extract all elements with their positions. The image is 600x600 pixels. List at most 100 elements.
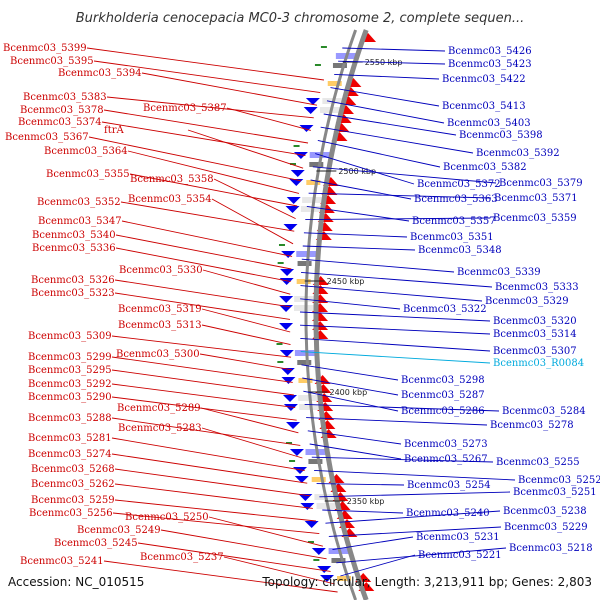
right-gene-label[interactable]: Bcenmc03_5403 (447, 118, 531, 129)
left-leader-line (199, 353, 292, 371)
right-leader-line (326, 100, 445, 124)
right-gene-label[interactable]: Bcenmc03_5314 (493, 329, 577, 340)
right-leader-line (334, 73, 440, 80)
left-gene-label[interactable]: Bcenmc03_5268 (31, 464, 115, 475)
left-gene-label[interactable]: Bcenmc03_5323 (31, 288, 115, 299)
right-gene-label[interactable]: Bcenmc03_5218 (509, 543, 593, 554)
right-gene-label[interactable]: Bcenmc03_5398 (459, 130, 543, 141)
left-gene-label[interactable]: Bcenmc03_5281 (28, 433, 112, 444)
right-gene-label[interactable]: Bcenmc03_5238 (503, 506, 587, 517)
left-gene-label[interactable]: Bcenmc03_5259 (31, 495, 115, 506)
left-gene-label[interactable]: Bcenmc03_5288 (28, 413, 112, 424)
feature-tick (278, 244, 285, 246)
right-gene-label[interactable]: Bcenmc03_5298 (401, 375, 485, 386)
left-gene-label[interactable]: Bcenmc03_5399 (3, 43, 87, 54)
right-gene-label[interactable]: Bcenmc03_5240 (406, 508, 490, 519)
reverse-gene-mark (290, 170, 305, 177)
right-gene-label[interactable]: Bcenmc03_5221 (418, 550, 502, 561)
left-gene-label[interactable]: Bcenmc03_5326 (31, 275, 115, 286)
left-gene-label[interactable]: Bcenmc03_5354 (128, 194, 212, 205)
left-gene-label[interactable]: Bcenmc03_5262 (31, 479, 115, 490)
right-gene-label[interactable]: Bcenmc03_5379 (499, 178, 583, 189)
right-gene-label[interactable]: Bcenmc03_5231 (416, 532, 500, 543)
left-gene-label[interactable]: Bcenmc03_5319 (118, 304, 202, 315)
right-leader-line (317, 139, 441, 168)
left-gene-label[interactable]: Bcenmc03_5383 (23, 92, 107, 103)
right-gene-label[interactable]: Bcenmc03_5363 (414, 194, 498, 205)
kbp-tick-label: 2450 kbp (327, 277, 365, 286)
left-gene-label[interactable]: Bcenmc03_5249 (77, 525, 161, 536)
right-gene-label[interactable]: Bcenmc03_5329 (485, 296, 569, 307)
right-gene-label[interactable]: Bcenmc03_5307 (493, 346, 577, 357)
right-gene-label[interactable]: Bcenmc03_5426 (448, 46, 532, 57)
left-gene-label[interactable]: Bcenmc03_5300 (116, 349, 200, 360)
right-gene-label[interactable]: Bcenmc03_5359 (493, 213, 577, 224)
topology-text: Topology: circular; Length: 3,213,911 bp… (261, 575, 592, 589)
right-gene-label[interactable]: Bcenmc03_5267 (404, 454, 488, 465)
right-gene-label[interactable]: Bcenmc03_5278 (490, 420, 574, 431)
right-gene-label[interactable]: Bcenmc03_5255 (496, 457, 580, 468)
right-gene-label[interactable]: Bcenmc03_5422 (442, 74, 526, 85)
right-gene-label[interactable]: Bcenmc03_5286 (401, 406, 485, 417)
feature-tick (276, 343, 283, 345)
left-gene-label[interactable]: Bcenmc03_5387 (143, 103, 227, 114)
right-gene-label[interactable]: Bcenmc03_5254 (407, 480, 491, 491)
left-gene-label[interactable]: Bcenmc03_5250 (125, 512, 209, 523)
left-gene-label[interactable]: Bcenmc03_5352 (37, 197, 121, 208)
left-gene-label[interactable]: Bcenmc03_5364 (44, 146, 128, 157)
right-gene-label[interactable]: Bcenmc03_5251 (513, 487, 597, 498)
left-gene-label[interactable]: Bcenmc03_5274 (28, 449, 112, 460)
right-gene-label[interactable]: Bcenmc03_5423 (448, 59, 532, 70)
feature-box (331, 558, 346, 563)
right-gene-label[interactable]: Bcenmc03_5392 (476, 148, 560, 159)
right-gene-label[interactable]: Bcenmc03_5382 (443, 162, 527, 173)
left-gene-label[interactable]: Bcenmc03_5340 (32, 230, 116, 241)
right-gene-label[interactable]: Bcenmc03_5273 (404, 439, 488, 450)
left-gene-label[interactable]: Bcenmc03_5237 (140, 552, 224, 563)
right-gene-label[interactable]: Bcenmc03_5252 (518, 475, 600, 486)
left-gene-label[interactable]: Bcenmc03_5394 (58, 68, 142, 79)
left-leader-line (201, 427, 303, 459)
left-gene-label[interactable]: Bcenmc03_5290 (28, 392, 112, 403)
left-gene-label[interactable]: Bcenmc03_5295 (28, 365, 112, 376)
left-gene-label[interactable]: Bcenmc03_5358 (130, 174, 214, 185)
left-gene-label[interactable]: Bcenmc03_5289 (117, 403, 201, 414)
right-gene-label[interactable]: Bcenmc03_5287 (401, 390, 485, 401)
left-gene-label[interactable]: Bcenmc03_5241 (20, 556, 104, 567)
left-leader-line (111, 369, 294, 396)
left-gene-label[interactable]: ftrA (104, 125, 125, 136)
left-gene-label[interactable]: Bcenmc03_5309 (28, 331, 112, 342)
right-gene-label[interactable]: Bcenmc03_5284 (502, 406, 586, 417)
left-gene-label[interactable]: Bcenmc03_5292 (28, 379, 112, 390)
left-gene-label[interactable]: Bcenmc03_5330 (119, 265, 203, 276)
right-gene-label[interactable]: Bcenmc03_5371 (494, 193, 578, 204)
right-gene-label[interactable]: Bcenmc03_5320 (493, 316, 577, 327)
reverse-gene-mark (317, 566, 332, 573)
left-gene-label[interactable]: Bcenmc03_5245 (54, 538, 138, 549)
left-gene-label[interactable]: Bcenmc03_5336 (32, 243, 116, 254)
right-gene-label[interactable]: Bcenmc03_5333 (495, 282, 579, 293)
left-gene-label[interactable]: Bcenmc03_5355 (46, 169, 130, 180)
left-gene-label[interactable]: Bcenmc03_5367 (5, 132, 89, 143)
right-gene-label[interactable]: Bcenmc03_5413 (442, 101, 526, 112)
right-gene-label[interactable]: Bcenmc03_5372 (417, 179, 501, 190)
right-gene-label[interactable]: Bcenmc03_5229 (504, 522, 588, 533)
right-leader-line (306, 417, 488, 426)
right-gene-label[interactable]: Bcenmc03_R0084 (493, 358, 584, 369)
left-gene-label[interactable]: Bcenmc03_5299 (28, 352, 112, 363)
right-gene-label[interactable]: Bcenmc03_5357 (412, 216, 496, 227)
right-gene-label[interactable]: Bcenmc03_5351 (410, 232, 494, 243)
left-gene-label[interactable]: Bcenmc03_5313 (118, 320, 202, 331)
feature-tick (307, 541, 314, 543)
left-gene-label[interactable]: Bcenmc03_5395 (10, 56, 94, 67)
map-title: Burkholderia cenocepacia MC0-3 chromosom… (76, 11, 524, 26)
right-gene-label[interactable]: Bcenmc03_5348 (418, 245, 502, 256)
left-gene-label[interactable]: Bcenmc03_5374 (18, 117, 102, 128)
left-gene-label[interactable]: Bcenmc03_5347 (38, 216, 122, 227)
right-gene-label[interactable]: Bcenmc03_5339 (457, 267, 541, 278)
left-gene-label[interactable]: Bcenmc03_5283 (118, 423, 202, 434)
left-gene-label[interactable]: Bcenmc03_5256 (29, 508, 113, 519)
left-leader-line (101, 121, 306, 157)
left-gene-label[interactable]: Bcenmc03_5378 (20, 105, 104, 116)
right-gene-label[interactable]: Bcenmc03_5322 (403, 304, 487, 315)
